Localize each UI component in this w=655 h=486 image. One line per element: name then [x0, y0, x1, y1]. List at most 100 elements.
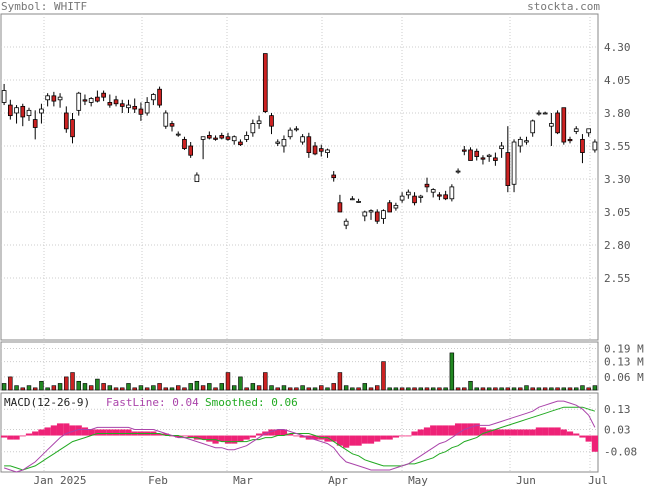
- volume-tick-label: 0.06 M: [604, 371, 644, 384]
- candle-body: [567, 138, 573, 142]
- volume-bar: [287, 387, 293, 391]
- macd-histogram-bar: [330, 435, 337, 442]
- candle-body: [461, 149, 467, 152]
- volume-bar: [493, 387, 498, 391]
- candle-body: [82, 99, 88, 102]
- macd-histogram-bar: [430, 425, 437, 436]
- volume-bar: [462, 387, 467, 391]
- volume-bar: [144, 387, 150, 391]
- macd-histogram-bar: [535, 427, 543, 436]
- volume-bar: [406, 387, 411, 391]
- volume-bar: [256, 385, 262, 391]
- macd-histogram-bar: [32, 431, 39, 436]
- candle-body: [524, 140, 529, 143]
- volume-bar: [549, 387, 554, 391]
- candle-body: [200, 136, 206, 140]
- macd-histogram-bar: [336, 435, 344, 446]
- volume-bar: [486, 387, 492, 391]
- volume-bar: [319, 385, 324, 391]
- volume-bar: [70, 372, 75, 391]
- macd-histogram-bar: [181, 435, 188, 437]
- volume-tick-label: 0.13 M: [604, 356, 644, 369]
- candle-body: [113, 99, 119, 105]
- candle-body: [455, 170, 461, 173]
- candle-body: [312, 145, 318, 155]
- volume-bar: [312, 387, 318, 391]
- candle-body: [157, 88, 162, 106]
- candle-body: [182, 138, 187, 150]
- macd-histogram-bar: [112, 429, 120, 436]
- candle-body: [356, 201, 361, 203]
- volume-bar: [169, 387, 175, 391]
- candle-body: [306, 136, 312, 153]
- volume-bar: [337, 372, 343, 391]
- macd-histogram-bar: [119, 429, 126, 436]
- volume-bar: [430, 387, 436, 391]
- macd-histogram-bar: [218, 435, 225, 442]
- candle-body: [275, 141, 281, 144]
- volume-bar: [126, 383, 131, 391]
- volume-bar: [32, 387, 38, 391]
- candle-body: [194, 174, 200, 183]
- candle-body: [586, 128, 591, 134]
- macd-histogram-bar: [100, 429, 107, 436]
- candle-body: [169, 123, 175, 127]
- price-tick-label: 3.30: [604, 173, 631, 186]
- volume-bar: [518, 387, 523, 391]
- volume-bar: [45, 387, 50, 391]
- volume-bar: [88, 385, 94, 391]
- macd-histogram-bar: [200, 435, 207, 440]
- candle-body: [231, 136, 237, 142]
- candle-body: [325, 149, 330, 153]
- macd-histogram-bar: [206, 435, 213, 442]
- volume-bar: [213, 387, 218, 391]
- candle-body: [219, 135, 225, 139]
- candle-body: [8, 104, 13, 117]
- panel-frame-0: [0, 13, 599, 341]
- macd-histogram-bar: [510, 429, 518, 436]
- candle-body: [468, 149, 473, 161]
- volume-bar: [412, 387, 417, 391]
- price-tick-label: 3.05: [604, 206, 631, 219]
- candle-body: [337, 202, 343, 213]
- macd-histogram-bar: [243, 435, 250, 440]
- volume-bar: [20, 387, 25, 391]
- candle-body: [39, 108, 44, 114]
- volume-bar: [474, 387, 479, 391]
- fastline-legend: FastLine: 0.04: [106, 396, 199, 409]
- volume-bar: [107, 385, 113, 391]
- candle-body: [418, 195, 424, 198]
- macd-histogram-bar: [442, 425, 449, 436]
- volume-bar: [82, 383, 88, 391]
- macd-histogram-bar: [299, 435, 306, 438]
- candle-body: [399, 195, 405, 201]
- macd-histogram-bar: [50, 425, 57, 436]
- volume-bar: [343, 385, 349, 391]
- fast-line: [3, 400, 596, 473]
- candle-body: [151, 94, 156, 101]
- panel-frame-2: [0, 392, 599, 473]
- macd-histogram-bar: [417, 429, 424, 436]
- volume-bar: [424, 387, 430, 391]
- volume-bar: [480, 387, 486, 391]
- macd-histogram-bar: [175, 435, 182, 438]
- volume-bar: [275, 387, 280, 391]
- candle-body: [542, 112, 548, 115]
- candle-body: [480, 157, 486, 160]
- macd-histogram-bar: [255, 433, 263, 436]
- macd-histogram-bar: [492, 429, 499, 436]
- candle-body: [511, 141, 517, 185]
- price-tick-label: 2.80: [604, 239, 631, 252]
- macd-histogram-bar: [38, 429, 45, 436]
- macd-histogram-bar: [231, 435, 238, 444]
- macd-histogram-bar: [548, 427, 555, 436]
- volume-bar: [387, 387, 392, 391]
- candle-body: [437, 194, 442, 197]
- price-tick-label: 3.80: [604, 107, 631, 120]
- macd-histogram-bar: [7, 435, 14, 440]
- candle-body: [256, 120, 262, 124]
- volume-bar: [231, 385, 237, 391]
- volume-bar: [499, 387, 504, 391]
- macd-histogram-bar: [280, 429, 288, 436]
- candle-body: [51, 95, 57, 102]
